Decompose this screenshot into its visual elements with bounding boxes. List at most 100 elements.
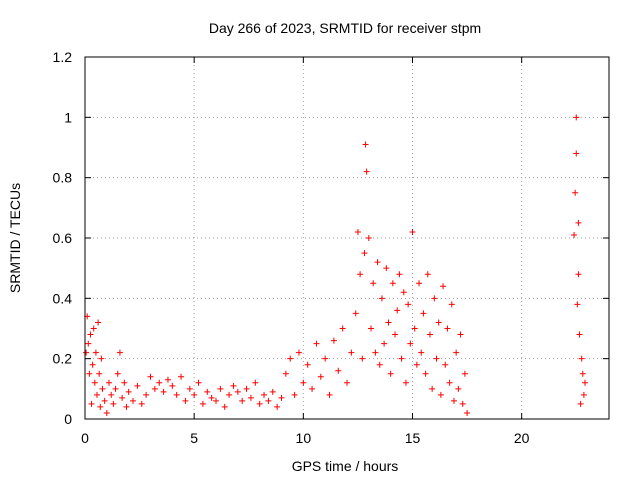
data-point (91, 379, 98, 386)
data-point (98, 355, 105, 362)
data-point (396, 271, 403, 278)
data-point (274, 403, 281, 410)
data-point (363, 168, 370, 175)
data-point (330, 337, 337, 344)
data-point (446, 379, 453, 386)
data-point (138, 400, 145, 407)
data-point (370, 280, 377, 287)
data-point (287, 355, 294, 362)
data-point (573, 150, 580, 157)
data-point (359, 355, 366, 362)
data-point (99, 385, 106, 392)
x-axis-title: GPS time / hours (292, 458, 399, 474)
data-points-layer (83, 114, 588, 416)
data-point (278, 394, 285, 401)
data-point (213, 397, 219, 404)
y-tick-label: 0.2 (53, 351, 73, 367)
data-point (164, 376, 171, 383)
data-point (453, 349, 460, 356)
x-tick-label: 15 (405, 430, 421, 446)
data-point (339, 325, 346, 332)
y-tick-label: 0.6 (53, 230, 73, 246)
data-point (576, 331, 583, 338)
data-point (304, 361, 311, 368)
data-point (326, 391, 333, 398)
data-point (234, 388, 241, 395)
data-point (573, 114, 580, 121)
data-point (572, 189, 579, 196)
ticks-layer: 0 5 10 15 20 0 0.2 0.4 0.6 0.8 1 1.2 (53, 49, 609, 446)
data-point (322, 355, 329, 362)
data-point (265, 397, 272, 404)
data-point (579, 370, 586, 377)
data-point (352, 310, 359, 317)
data-point (448, 301, 455, 308)
data-point (199, 400, 206, 407)
data-point (239, 397, 246, 404)
data-point (169, 382, 176, 389)
data-point (186, 385, 193, 392)
data-point (300, 379, 307, 386)
data-point (571, 231, 578, 238)
x-tick-label: 5 (190, 430, 198, 446)
data-point (151, 385, 158, 392)
data-point (173, 391, 180, 398)
y-tick-label: 0.8 (53, 170, 73, 186)
data-point (381, 340, 388, 347)
data-point (437, 391, 444, 398)
x-tick-label: 0 (81, 430, 89, 446)
data-point (376, 361, 383, 368)
data-point (402, 379, 409, 386)
data-point (357, 271, 364, 278)
data-point (442, 361, 449, 368)
y-axis-title: SRMTID / TECUs (7, 183, 23, 293)
data-point (178, 373, 185, 380)
data-point (444, 325, 451, 332)
data-point (457, 331, 464, 338)
data-point (420, 310, 427, 317)
data-point (383, 265, 390, 272)
data-point (435, 319, 442, 326)
data-point (407, 340, 414, 347)
data-point (94, 391, 101, 398)
data-point (114, 370, 121, 377)
plot-frame (84, 56, 610, 420)
data-point (195, 379, 202, 386)
data-point (89, 361, 96, 368)
data-point (269, 388, 276, 395)
data-point (92, 349, 99, 356)
data-point (182, 397, 189, 404)
data-point (424, 271, 431, 278)
data-point (368, 325, 375, 332)
data-point (134, 382, 141, 389)
data-point (464, 409, 471, 416)
data-point (348, 349, 355, 356)
data-point (221, 403, 228, 410)
data-point (90, 325, 97, 332)
data-point (116, 349, 123, 356)
data-point (309, 385, 316, 392)
data-point (313, 340, 320, 347)
data-point (392, 331, 399, 338)
data-point (123, 403, 130, 410)
data-point (422, 370, 429, 377)
data-point (110, 400, 117, 407)
data-point (378, 295, 385, 302)
data-point (574, 301, 581, 308)
data-point (88, 400, 95, 407)
data-point (575, 271, 582, 278)
data-point (96, 370, 103, 377)
data-point (121, 379, 128, 386)
data-point (374, 259, 381, 266)
data-point (389, 280, 396, 287)
data-point (440, 283, 447, 290)
data-point (575, 219, 582, 226)
data-point (147, 373, 154, 380)
data-point (217, 385, 224, 392)
data-point (97, 403, 104, 410)
data-point (226, 391, 233, 398)
y-tick-label: 0.4 (53, 290, 73, 306)
data-point (433, 355, 440, 362)
data-point (413, 361, 420, 368)
data-point (156, 379, 163, 386)
